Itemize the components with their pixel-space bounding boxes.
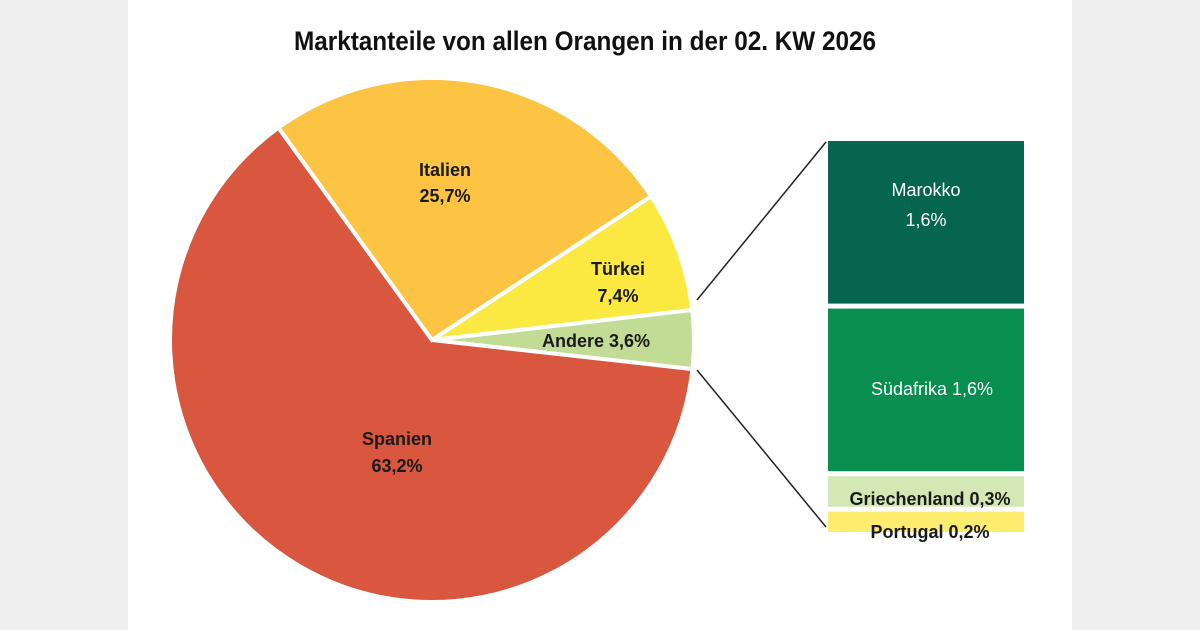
connector-line-bottom — [696, 369, 827, 528]
label-tuerkei-value: 7,4% — [597, 286, 638, 306]
bar-segment-portugal — [828, 511, 1024, 532]
label-griechenland: Griechenland 0,3% — [849, 489, 1010, 509]
label-andere: Andere 3,6% — [542, 331, 650, 351]
bar-segment-südafrika — [828, 308, 1024, 472]
slice-türkei — [430, 193, 695, 342]
label-marokko-name: Marokko — [891, 180, 960, 200]
label-marokko-value: 1,6% — [905, 210, 946, 230]
label-italien-name: Italien — [419, 160, 471, 180]
label-portugal: Portugal 0,2% — [870, 522, 989, 542]
bar-segment-marokko — [828, 141, 1024, 304]
connector-line-top — [696, 141, 827, 301]
slice-italien — [275, 76, 654, 343]
chart-title: Marktanteile von allen Orangen in der 02… — [293, 26, 877, 56]
slice-spanien — [168, 124, 695, 604]
label-spanien-value: 63,2% — [371, 456, 422, 476]
label-suedafrika: Südafrika 1,6% — [871, 379, 993, 399]
label-tuerkei-name: Türkei — [591, 259, 645, 279]
label-spanien-name: Spanien — [362, 429, 432, 449]
bar-segment-griechenland — [828, 476, 1024, 507]
label-italien-value: 25,7% — [419, 186, 470, 206]
